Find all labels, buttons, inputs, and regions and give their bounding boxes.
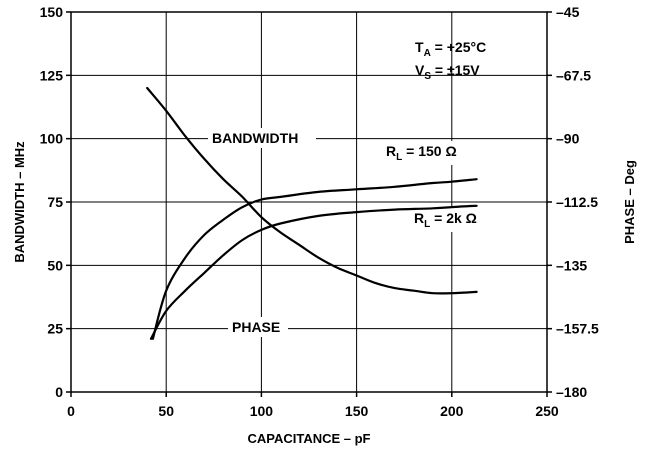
y-tick-label: 150: [40, 4, 64, 20]
series-line-3: [149, 204, 478, 340]
series: [146, 86, 478, 340]
y-tick-label: 125: [40, 67, 64, 83]
bandwidth-label: BANDWIDTH: [212, 130, 298, 146]
series-line-1: [146, 86, 478, 295]
y-tick-label: 100: [40, 131, 64, 147]
tick-labels: 0 50 100 150 200 250 0 –180 25 –157.5 50 –135 75 –112…: [40, 4, 599, 419]
rl2k-label: RL = 2k Ω: [414, 210, 477, 230]
y2-tick-label: –67.5: [556, 67, 591, 83]
ta-label: TA = +25°C: [415, 39, 486, 59]
series-line-2: [151, 178, 478, 340]
x-tick-label: 100: [250, 403, 274, 419]
y2-tick-label: –135: [556, 257, 587, 273]
x-tick-label: 200: [440, 403, 464, 419]
y-tick-label: 0: [55, 384, 63, 400]
vs-label: VS = ±15V: [415, 62, 480, 82]
x-tick-label: 150: [345, 403, 369, 419]
y2-tick-label: –90: [556, 131, 580, 147]
conditions-annotation: TA = +25°C VS = ±15V: [415, 39, 486, 82]
rl150-label-bg: [384, 141, 502, 165]
y-tick-label: 75: [47, 194, 63, 210]
y2-tick-label: –112.5: [556, 194, 598, 210]
rl150-label: RL = 150 Ω: [386, 143, 457, 163]
y-tick-label: 25: [47, 321, 63, 337]
x-tick-label: 50: [158, 403, 174, 419]
x-tick-label: 0: [67, 403, 75, 419]
plot-frame: [70, 11, 548, 393]
y2-tick-label: –180: [556, 384, 587, 400]
y2-axis-title: PHASE – Deg: [622, 160, 637, 244]
y2-tick-label: –45: [556, 4, 580, 20]
y-axis-title: BANDWIDTH – MHz: [12, 141, 27, 263]
phase-label: PHASE: [232, 319, 280, 335]
x-axis-title: CAPACITANCE – pF: [247, 431, 370, 446]
bandwidth-label-bg: [208, 128, 316, 148]
rl2k-label-bg: [412, 208, 494, 232]
y2-tick-label: –157.5: [556, 321, 599, 337]
phase-label-bg: [228, 317, 288, 337]
x-tick-label: 250: [535, 403, 559, 419]
y-tick-label: 50: [47, 257, 63, 273]
